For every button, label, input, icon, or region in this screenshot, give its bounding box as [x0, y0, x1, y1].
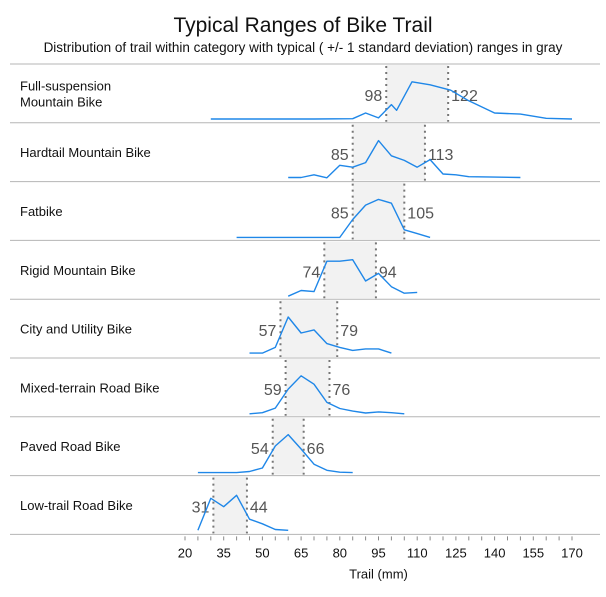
x-tick-label: 155: [522, 545, 544, 560]
range-band: [280, 300, 338, 357]
row-label: Rigid Mountain Bike: [20, 263, 136, 278]
range-high-label: 122: [451, 88, 478, 105]
x-tick-label: 20: [178, 545, 192, 560]
range-high-label: 79: [340, 323, 358, 340]
row-label: Low-trail Road Bike: [20, 498, 133, 513]
x-tick-label: 65: [294, 545, 308, 560]
row-label: Hardtail Mountain Bike: [20, 145, 151, 160]
distribution-line: [197, 494, 289, 531]
range-low-label: 54: [251, 441, 269, 458]
range-low-label: 59: [264, 382, 282, 399]
distribution-line: [249, 375, 405, 415]
x-tick-label: 125: [445, 545, 467, 560]
range-low-label: 85: [331, 147, 349, 164]
distribution-line: [249, 316, 392, 354]
distribution-lines: [197, 81, 573, 531]
x-axis: 20 35 50 65 80 95 110 125 140 155 170: [178, 536, 583, 560]
range-high-label: 44: [250, 500, 268, 517]
chart-title: Typical Ranges of Bike Trail: [173, 14, 433, 37]
distribution-line: [236, 198, 431, 239]
chart-subtitle: Distribution of trail within category wi…: [43, 40, 563, 55]
row-label: Full-suspension: [20, 78, 111, 93]
distribution-line: [288, 139, 521, 179]
x-tick-label: 95: [371, 545, 385, 560]
x-tick-label: 170: [561, 545, 583, 560]
range-band: [285, 359, 330, 416]
row-label: Mixed-terrain Road Bike: [20, 380, 159, 395]
row-label: Fatbike: [20, 204, 63, 219]
row-label: Paved Road Bike: [20, 439, 120, 454]
x-tick-label: 110: [407, 545, 428, 560]
x-tick-label: 50: [255, 545, 269, 560]
range-low-label: 57: [259, 323, 277, 340]
range-high-label: 113: [428, 147, 454, 164]
x-tick-label: 35: [216, 545, 230, 560]
range-band: [324, 241, 376, 299]
range-band: [386, 65, 449, 122]
row-dividers: [10, 63, 600, 535]
range-high-label: 94: [379, 264, 397, 281]
x-axis-title: Trail (mm): [349, 566, 408, 581]
range-low-label: 85: [331, 206, 349, 223]
distribution-line: [210, 81, 573, 120]
row-label: Mountain Bike: [20, 94, 102, 109]
x-tick-label: 140: [484, 545, 506, 560]
distribution-line: [287, 259, 418, 297]
range-high-label: 105: [407, 206, 434, 223]
distribution-line: [197, 433, 353, 474]
row-label: City and Utility Bike: [20, 322, 132, 337]
range-high-label: 66: [307, 441, 325, 458]
x-tick-label: 80: [333, 545, 347, 560]
range-high-label: 76: [332, 382, 350, 399]
range-low-label: 74: [303, 264, 321, 281]
range-low-label: 98: [364, 88, 382, 105]
